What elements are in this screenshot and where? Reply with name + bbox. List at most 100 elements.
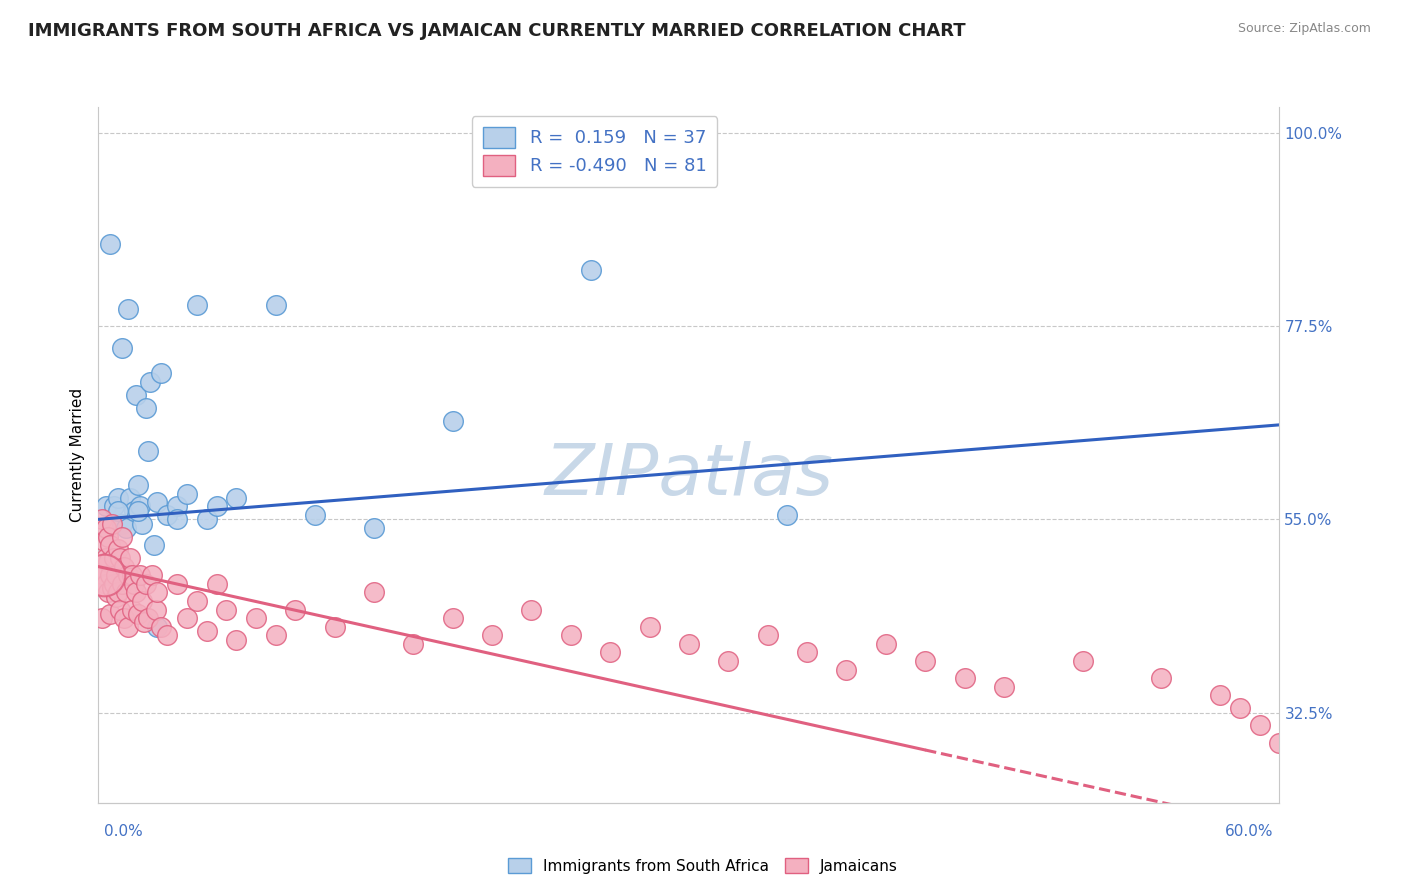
Point: [108, 551, 131, 566]
Point: [166, 500, 188, 514]
Point: [127, 478, 149, 492]
Point: [481, 628, 503, 642]
Point: [98, 237, 121, 252]
Point: [127, 504, 149, 518]
Point: [579, 263, 602, 277]
Point: [205, 500, 228, 514]
Point: [166, 576, 188, 591]
Point: [156, 628, 179, 642]
Point: [98, 568, 121, 582]
Point: [125, 388, 148, 402]
Point: [323, 620, 346, 634]
Point: [135, 401, 157, 415]
Point: [118, 491, 141, 505]
Point: [103, 551, 125, 566]
Point: [97, 585, 120, 599]
Point: [105, 590, 128, 604]
Point: [166, 512, 188, 526]
Point: [105, 568, 128, 582]
Point: [93, 533, 115, 548]
Point: [131, 516, 153, 531]
Point: [225, 491, 247, 505]
Point: [93, 568, 115, 582]
Point: [264, 297, 287, 311]
Point: [176, 486, 198, 500]
Point: [101, 516, 124, 531]
Point: [225, 632, 247, 647]
Point: [112, 559, 135, 574]
Point: [132, 615, 155, 630]
Point: [96, 500, 118, 514]
Point: [1209, 689, 1232, 703]
Point: [128, 500, 150, 514]
Point: [875, 637, 897, 651]
Point: [127, 607, 149, 621]
Point: [402, 637, 425, 651]
Point: [245, 611, 267, 625]
Point: [146, 585, 169, 599]
Point: [108, 602, 131, 616]
Point: [215, 602, 238, 616]
Point: [111, 576, 134, 591]
Point: [97, 529, 120, 543]
Text: 60.0%: 60.0%: [1225, 824, 1274, 839]
Point: [131, 594, 153, 608]
Point: [195, 512, 218, 526]
Text: ZIPatlas: ZIPatlas: [544, 442, 834, 510]
Point: [122, 576, 145, 591]
Legend: Immigrants from South Africa, Jamaicans: Immigrants from South Africa, Jamaicans: [502, 852, 904, 880]
Point: [284, 602, 307, 616]
Point: [678, 637, 700, 651]
Point: [717, 654, 740, 668]
Point: [150, 620, 173, 634]
Point: [756, 628, 779, 642]
Point: [186, 297, 208, 311]
Point: [1229, 701, 1251, 715]
Point: [441, 611, 464, 625]
Point: [141, 568, 163, 582]
Point: [304, 508, 326, 522]
Point: [115, 585, 138, 599]
Point: [796, 645, 818, 659]
Point: [117, 301, 139, 316]
Legend: R =  0.159   N = 37, R = -0.490   N = 81: R = 0.159 N = 37, R = -0.490 N = 81: [472, 116, 717, 186]
Point: [953, 671, 976, 685]
Point: [121, 568, 143, 582]
Point: [638, 620, 661, 634]
Point: [117, 568, 139, 582]
Point: [96, 576, 118, 591]
Point: [441, 413, 464, 427]
Point: [107, 542, 129, 557]
Point: [118, 551, 141, 566]
Point: [146, 495, 169, 509]
Point: [136, 443, 159, 458]
Point: [111, 516, 134, 531]
Point: [91, 512, 114, 526]
Point: [98, 607, 121, 621]
Point: [111, 341, 134, 355]
Point: [107, 585, 129, 599]
Point: [138, 375, 160, 389]
Text: Source: ZipAtlas.com: Source: ZipAtlas.com: [1237, 22, 1371, 36]
Point: [1268, 736, 1291, 750]
Point: [121, 602, 143, 616]
Point: [96, 521, 118, 535]
Point: [107, 504, 129, 518]
Point: [135, 576, 157, 591]
Point: [101, 581, 124, 595]
Point: [98, 538, 121, 552]
Point: [115, 521, 138, 535]
Point: [914, 654, 936, 668]
Point: [176, 611, 198, 625]
Point: [363, 585, 385, 599]
Point: [993, 680, 1015, 694]
Point: [91, 611, 114, 625]
Point: [111, 529, 134, 543]
Point: [835, 663, 858, 677]
Point: [205, 576, 228, 591]
Point: [363, 521, 385, 535]
Point: [122, 504, 145, 518]
Point: [89, 559, 111, 574]
Point: [195, 624, 218, 638]
Point: [136, 611, 159, 625]
